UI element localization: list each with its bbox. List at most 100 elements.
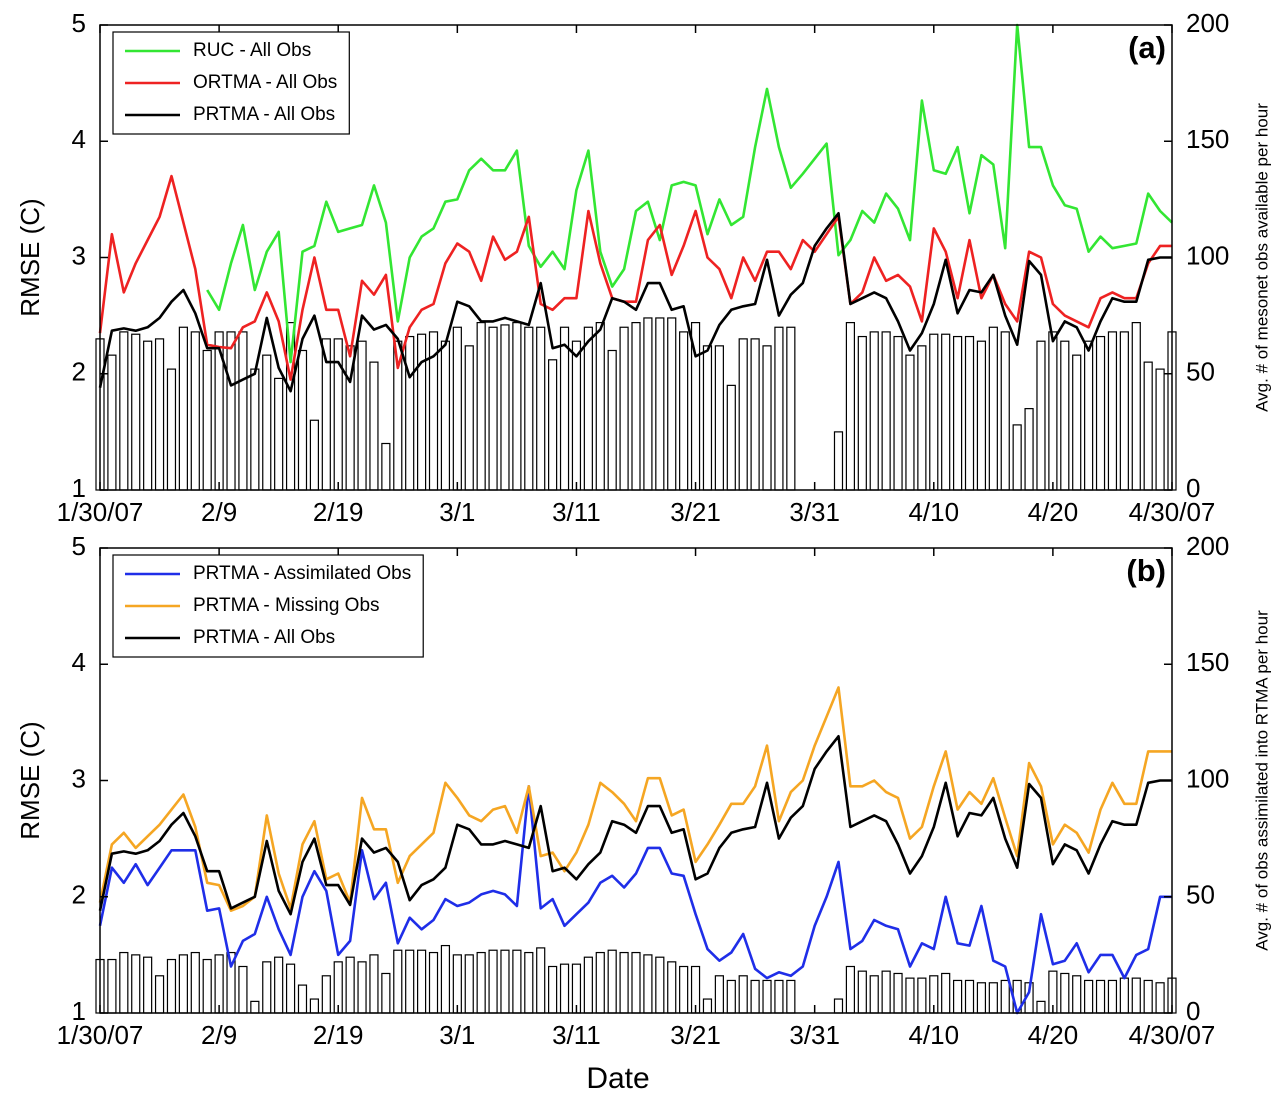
bar — [1107, 979, 1118, 1014]
bar — [905, 977, 915, 1014]
bar — [1000, 331, 1010, 491]
bar — [166, 368, 177, 491]
bar — [154, 975, 165, 1014]
x-tick-label: 3/1 — [439, 497, 475, 527]
bar — [417, 333, 427, 491]
line-series — [98, 212, 1172, 393]
y2-tick-label: 200 — [1186, 531, 1229, 561]
bar — [941, 333, 951, 491]
bar — [869, 975, 879, 1014]
bar — [619, 951, 629, 1014]
bar — [464, 954, 474, 1014]
bar — [226, 331, 236, 491]
bar — [1084, 979, 1094, 1014]
y-tick-label: 4 — [72, 647, 86, 677]
bar — [702, 345, 713, 491]
bar — [405, 949, 415, 1014]
bar — [512, 322, 522, 491]
bar — [774, 979, 784, 1014]
line-series — [206, 23, 1173, 364]
bar — [964, 335, 975, 491]
x-tick-label: 4/20 — [1028, 497, 1079, 527]
legend-label: PRTMA - Missing Obs — [193, 595, 380, 616]
bar — [1036, 340, 1046, 491]
bar — [714, 975, 724, 1014]
bar — [857, 335, 867, 491]
x-tick-label: 2/9 — [201, 497, 237, 527]
y2-tick-label: 0 — [1186, 996, 1200, 1026]
bar — [762, 345, 772, 491]
bar — [631, 951, 641, 1014]
bar — [202, 349, 212, 491]
bar — [881, 331, 891, 491]
x-tick-label: 4/30/07 — [1129, 497, 1216, 527]
bar — [488, 949, 498, 1014]
y-tick-label: 3 — [72, 240, 86, 270]
bar — [1000, 979, 1010, 1014]
bar — [202, 958, 212, 1014]
bar — [774, 326, 784, 491]
bar — [619, 326, 629, 491]
y-tick-label: 1 — [72, 473, 86, 503]
bar — [405, 335, 415, 491]
bar — [750, 979, 760, 1014]
y-axis-title: RMSE (C) — [15, 198, 45, 316]
x-tick-label: 2/19 — [313, 1020, 364, 1050]
bar — [881, 970, 891, 1014]
x-axis-title: Date — [586, 1062, 649, 1095]
bar — [274, 956, 284, 1014]
bar — [917, 345, 927, 491]
x-tick-label: 4/10 — [908, 497, 959, 527]
x-tick-label: 1/30/07 — [57, 1020, 144, 1050]
bar — [393, 949, 403, 1014]
bar — [559, 963, 570, 1014]
bar — [667, 961, 677, 1014]
bar — [1048, 331, 1058, 491]
x-tick-label: 3/11 — [552, 497, 601, 527]
x-tick-label: 3/11 — [552, 1020, 601, 1050]
bar — [452, 326, 462, 491]
bar — [309, 998, 319, 1014]
bar — [107, 958, 117, 1014]
bar — [643, 317, 653, 491]
bar — [1155, 368, 1165, 491]
bar — [250, 1000, 260, 1014]
x-tick-label: 4/20 — [1028, 1020, 1079, 1050]
bar — [726, 979, 736, 1014]
line-series — [98, 785, 1172, 1015]
x-tick-label: 3/1 — [439, 1020, 475, 1050]
bar — [1012, 424, 1022, 491]
bar — [750, 338, 760, 491]
bar — [893, 972, 903, 1014]
bar — [738, 975, 748, 1014]
bar — [1143, 979, 1153, 1014]
bar — [833, 431, 844, 491]
x-tick-label: 2/19 — [313, 497, 364, 527]
bar — [190, 951, 200, 1014]
bar — [1107, 331, 1118, 491]
bar — [1024, 408, 1034, 491]
bar — [1131, 977, 1141, 1014]
bar — [1119, 331, 1129, 491]
bar — [833, 998, 844, 1014]
bar — [500, 949, 510, 1014]
y-tick-label: 5 — [72, 8, 86, 38]
y2-axis-title: Avg. # of obs assimilated into RTMA per … — [1252, 610, 1271, 951]
bar — [119, 331, 129, 491]
bar — [262, 961, 272, 1014]
bar — [143, 340, 153, 491]
x-tick-label: 3/31 — [789, 1020, 840, 1050]
bar — [1072, 975, 1082, 1014]
bar — [1095, 979, 1106, 1014]
y2-tick-label: 200 — [1186, 8, 1229, 38]
bar — [607, 949, 617, 1014]
bar — [274, 377, 284, 491]
bar — [679, 331, 689, 491]
bar — [559, 326, 570, 491]
bar — [548, 359, 558, 491]
x-tick-label: 2/9 — [201, 1020, 237, 1050]
bar — [679, 965, 689, 1014]
bar — [428, 951, 439, 1014]
